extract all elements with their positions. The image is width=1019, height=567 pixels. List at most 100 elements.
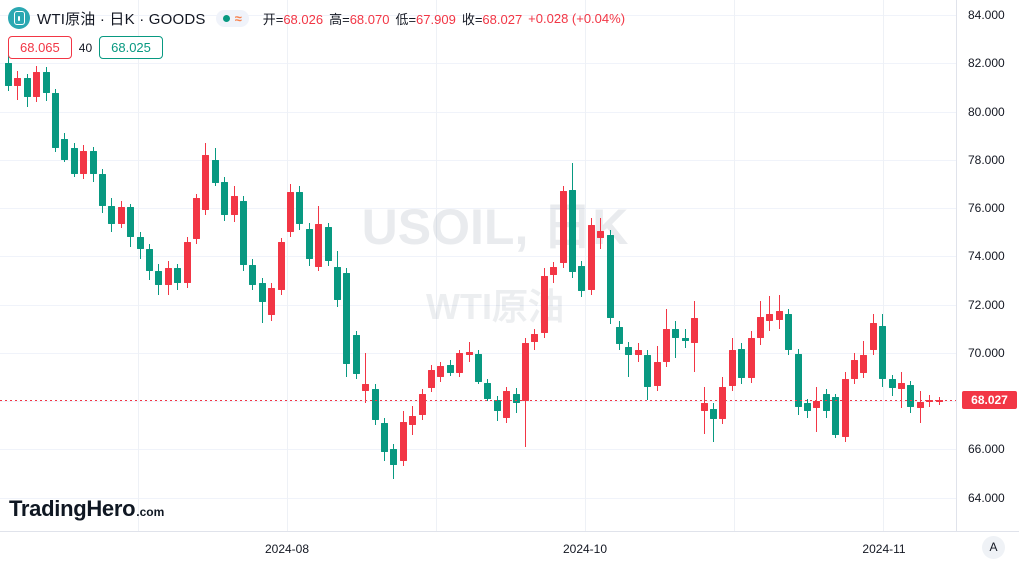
- candle-body: [33, 71, 40, 97]
- spread-value: 40: [78, 40, 93, 55]
- candle-body: [466, 351, 473, 356]
- gridline: [0, 63, 956, 65]
- price-tick-label: 80.000: [968, 104, 1005, 119]
- time-axis[interactable]: 2024-08 2024-10 2024-11: [0, 531, 1019, 567]
- candle-body: [635, 350, 642, 356]
- candle-body: [428, 369, 435, 388]
- symbol-title[interactable]: WTI原油 · 日K · GOODS: [37, 10, 206, 28]
- candle-body: [560, 191, 567, 264]
- candle-body: [654, 362, 661, 387]
- candle-body: [644, 355, 651, 387]
- time-tick-label: 2024-08: [264, 542, 310, 556]
- candle-body: [663, 328, 670, 363]
- candle-body: [353, 334, 360, 375]
- candle-body: [719, 386, 726, 420]
- candle-body: [879, 326, 886, 380]
- gridline: [0, 111, 956, 113]
- candle-body: [531, 333, 538, 342]
- candle-body: [231, 195, 238, 216]
- candle-body: [240, 200, 247, 265]
- candle-body: [860, 355, 867, 374]
- candle-body: [710, 409, 717, 420]
- change-value: +0.028 (+0.04%): [528, 10, 626, 26]
- candle-body: [607, 234, 614, 318]
- candle-body: [249, 264, 256, 286]
- last-price-line: [0, 400, 956, 402]
- candle-body: [390, 449, 397, 465]
- price-tick-label: 78.000: [968, 152, 1005, 167]
- candle-body: [118, 206, 125, 224]
- candle-body: [362, 384, 369, 392]
- candle-body: [184, 241, 191, 283]
- price-tick-label: 64.000: [968, 490, 1005, 505]
- candle-body: [381, 422, 388, 452]
- candle-body: [306, 228, 313, 259]
- price-tick-label: 82.000: [968, 56, 1005, 71]
- price-tick-label: 72.000: [968, 297, 1005, 312]
- close-value: 68.027: [482, 11, 523, 27]
- gridline: [0, 497, 956, 499]
- last-price-badge: 68.027: [962, 391, 1017, 410]
- candle-body: [907, 385, 914, 407]
- market-status-pill[interactable]: ≈: [215, 9, 249, 27]
- sell-price-button[interactable]: 68.065: [8, 36, 72, 59]
- candle-body: [578, 265, 585, 292]
- candle-body: [137, 237, 144, 250]
- candle-body: [400, 421, 407, 462]
- candle-body: [541, 275, 548, 334]
- candle-body: [738, 349, 745, 379]
- low-value: 67.909: [416, 11, 456, 27]
- candle-body: [127, 206, 134, 237]
- candle-body: [625, 346, 632, 356]
- candle-body: [259, 282, 266, 303]
- gridline: [138, 0, 139, 531]
- candlestick-chart[interactable]: USOIL, 日K WTI原油: [0, 0, 956, 531]
- price-tick-label: 76.000: [968, 201, 1005, 215]
- gridline: [0, 256, 956, 258]
- open-label: 开=: [262, 11, 284, 27]
- low-label: 低=: [395, 11, 417, 27]
- gridline: [0, 304, 956, 306]
- gridline: [883, 0, 884, 531]
- candle-body: [823, 393, 830, 411]
- candle-body: [99, 174, 106, 206]
- candle-body: [343, 273, 350, 364]
- candle-body: [851, 360, 858, 380]
- candle-body: [672, 328, 679, 339]
- candle-body: [917, 402, 924, 409]
- axis-settings-button[interactable]: A: [982, 536, 1005, 559]
- candle-body: [90, 151, 97, 175]
- candle-body: [616, 327, 623, 345]
- price-tick-label: 84.000: [968, 8, 1005, 22]
- gridline: [734, 0, 735, 531]
- candle-body: [832, 397, 839, 435]
- candle-body: [588, 224, 595, 290]
- time-tick-label: 2024-11: [862, 542, 906, 556]
- close-label: 收=: [461, 11, 483, 27]
- candle-body: [212, 159, 219, 183]
- candle-body: [757, 316, 764, 339]
- candle-body: [325, 227, 332, 262]
- candle-body: [193, 198, 200, 240]
- candle-body: [5, 63, 12, 87]
- buy-price-button[interactable]: 68.025: [99, 36, 163, 59]
- candle-wick: [628, 341, 629, 377]
- open-value: 68.026: [283, 11, 324, 27]
- candle-body: [729, 350, 736, 387]
- candle-body: [146, 249, 153, 271]
- price-axis[interactable]: 84.000 82.000 80.000 78.000 76.000 74.000 72.0…: [956, 0, 1019, 567]
- ohlc-readout: 开=68.026 高=68.070 低=67.909 收=68.027 +0.0…: [257, 9, 625, 28]
- candle-body: [315, 223, 322, 268]
- candle-body: [287, 192, 294, 233]
- symbol-logo-icon[interactable]: [8, 7, 30, 29]
- candle-body: [43, 71, 50, 94]
- candle-body: [550, 267, 557, 276]
- candle-body: [889, 379, 896, 388]
- candle-body: [268, 287, 275, 316]
- candle-body: [456, 352, 463, 374]
- price-tick-label: 70.000: [968, 345, 1005, 360]
- candle-body: [221, 181, 228, 216]
- candle-wick: [769, 296, 770, 332]
- candle-body: [475, 354, 482, 382]
- candle-body: [14, 77, 21, 87]
